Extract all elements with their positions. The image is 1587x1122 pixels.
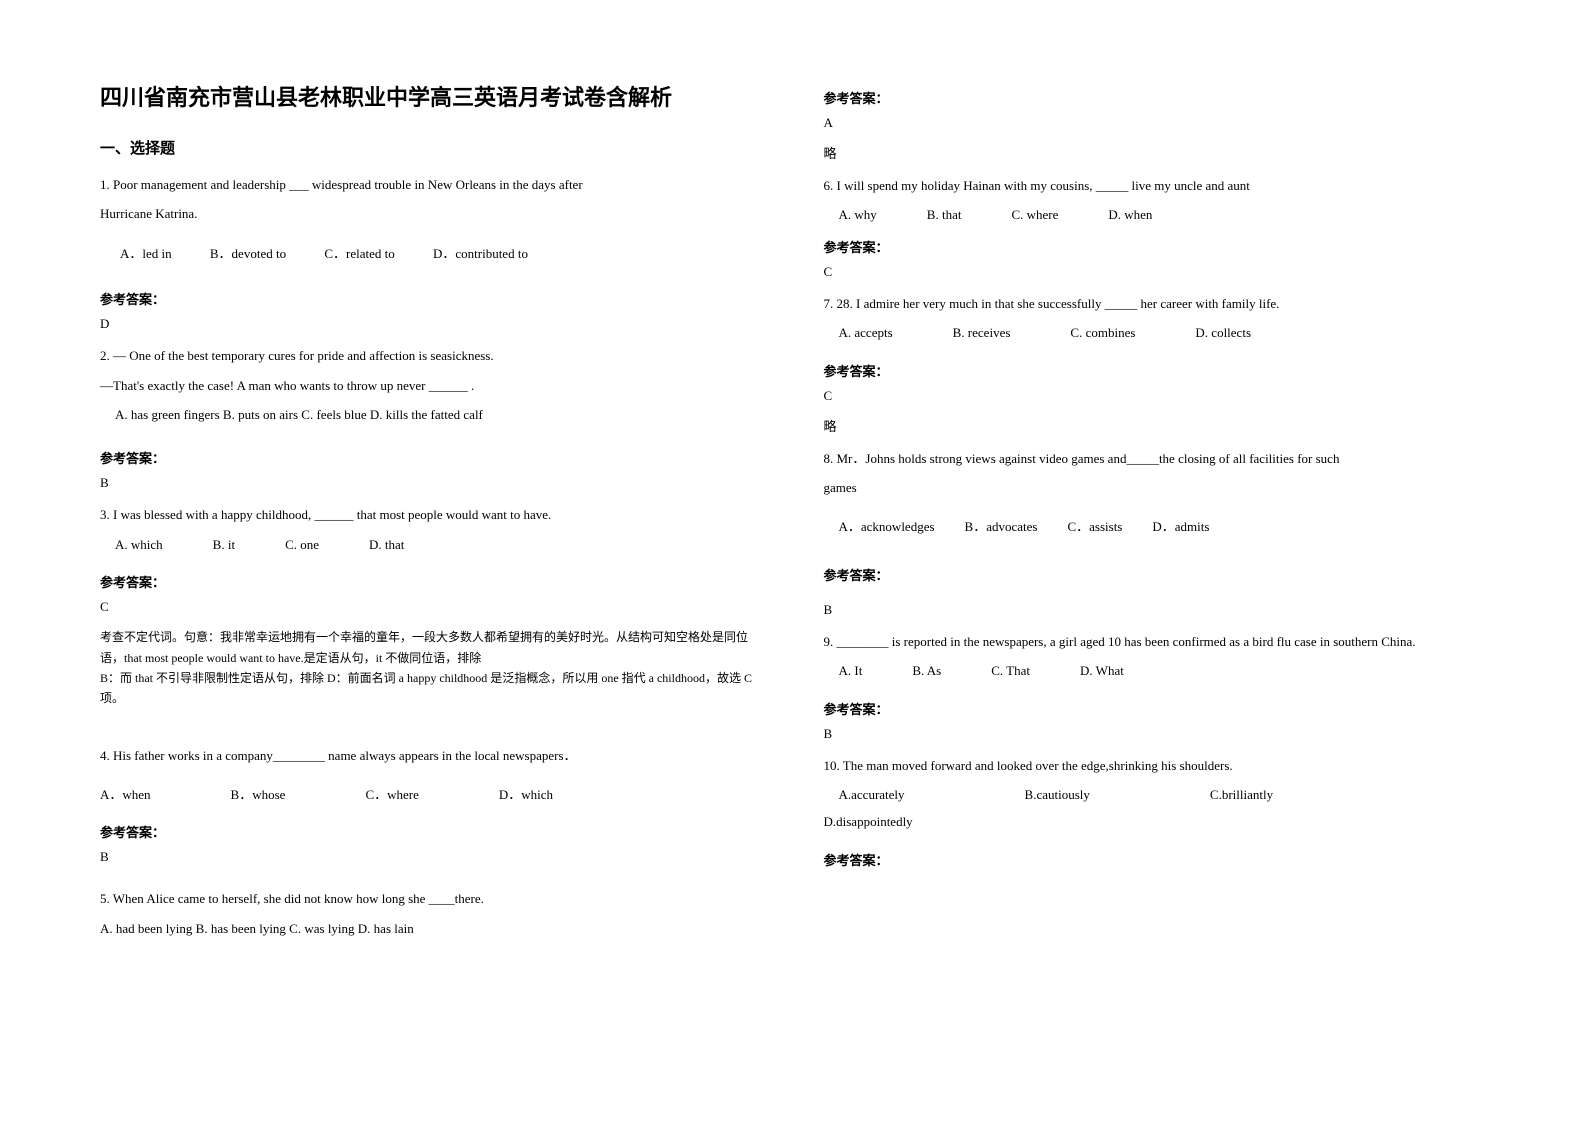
option-c: C．assists: [1067, 515, 1122, 538]
answer: D: [100, 316, 764, 332]
question-text: 10. The man moved forward and looked ove…: [824, 754, 1488, 777]
option-d: D. when: [1108, 203, 1152, 226]
question-1: 1. Poor management and leadership ___ wi…: [100, 173, 764, 273]
option-c: C．related to: [324, 242, 394, 265]
left-column: 四川省南充市营山县老林职业中学高三英语月考试卷含解析 一、选择题 1. Poor…: [100, 80, 764, 1042]
note: 略: [824, 143, 1488, 162]
question-9: 9. ________ is reported in the newspaper…: [824, 630, 1488, 683]
option-d: D．which: [499, 783, 553, 806]
answer-label: 参考答案：: [824, 88, 1488, 107]
option-c: C.brilliantly: [1210, 783, 1273, 806]
explanation-line: B：而 that 不引导非限制性定语从句，排除 D：前面名词 a happy c…: [100, 668, 764, 709]
answer-label: 参考答案：: [824, 850, 1488, 869]
option-c: C. where: [1011, 203, 1058, 226]
document-title: 四川省南充市营山县老林职业中学高三英语月考试卷含解析: [100, 80, 764, 112]
answer: A: [824, 115, 1488, 131]
option-d: D. What: [1080, 659, 1124, 682]
question-10: 10. The man moved forward and looked ove…: [824, 754, 1488, 834]
option-d: D. that: [369, 533, 404, 556]
question-options: A．acknowledges B．advocates C．assists D．a…: [839, 515, 1488, 538]
answer-label: 参考答案：: [824, 699, 1488, 718]
question-text: 9. ________ is reported in the newspaper…: [824, 630, 1488, 653]
answer: C: [824, 264, 1488, 280]
question-options: A．when B．whose C．where D．which: [100, 783, 764, 806]
option-b: B.cautiously: [1025, 783, 1090, 806]
answer-label: 参考答案：: [824, 565, 1488, 584]
right-column: 参考答案： A 略 6. I will spend my holiday Hai…: [824, 80, 1488, 1042]
option-b: B．advocates: [965, 515, 1038, 538]
question-text: 6. I will spend my holiday Hainan with m…: [824, 174, 1488, 197]
option-d: D. collects: [1195, 321, 1251, 344]
explanation-line: 考查不定代词。句意：我非常幸运地拥有一个幸福的童年，一段大多数人都希望拥有的美好…: [100, 627, 764, 668]
option-d: D．admits: [1152, 515, 1209, 538]
answer: B: [100, 475, 764, 491]
question-options: A.accurately B.cautiously C.brilliantly …: [824, 783, 1488, 834]
explanation: 考查不定代词。句意：我非常幸运地拥有一个幸福的童年，一段大多数人都希望拥有的美好…: [100, 627, 764, 709]
question-6: 6. I will spend my holiday Hainan with m…: [824, 174, 1488, 227]
answer: C: [100, 599, 764, 615]
option-a: A. It: [839, 659, 863, 682]
option-d: D．contributed to: [433, 242, 528, 265]
option-b: B. As: [912, 659, 941, 682]
option-b: B．whose: [231, 783, 286, 806]
option-a: A．led in: [120, 242, 172, 265]
option-a: A．acknowledges: [839, 515, 935, 538]
question-text: 5. When Alice came to herself, she did n…: [100, 887, 764, 910]
option-a: A. accepts: [839, 321, 893, 344]
question-7: 7. 28. I admire her very much in that sh…: [824, 292, 1488, 345]
answer-label: 参考答案：: [100, 289, 764, 308]
option-b: B．devoted to: [210, 242, 286, 265]
option-c: C. one: [285, 533, 319, 556]
question-text: 4. His father works in a company________…: [100, 744, 764, 767]
option-c: C．where: [365, 783, 418, 806]
option-a: A. which: [115, 533, 163, 556]
question-options: A. accepts B. receives C. combines D. co…: [839, 321, 1488, 344]
option-c: C. That: [991, 659, 1030, 682]
option-b: B. it: [213, 533, 235, 556]
option-a: A.accurately: [839, 783, 905, 806]
question-text: 2. — One of the best temporary cures for…: [100, 344, 764, 367]
question-text: Hurricane Katrina.: [100, 202, 764, 225]
question-options: A. had been lying B. has been lying C. w…: [100, 917, 764, 940]
question-text: 3. I was blessed with a happy childhood,…: [100, 503, 764, 526]
section-header: 一、选择题: [100, 137, 764, 158]
question-options: A. which B. it C. one D. that: [115, 533, 764, 556]
answer: B: [824, 726, 1488, 742]
question-3: 3. I was blessed with a happy childhood,…: [100, 503, 764, 556]
option-a: A. why: [839, 203, 877, 226]
answer-label: 参考答案：: [100, 572, 764, 591]
answer-label: 参考答案：: [824, 237, 1488, 256]
option-c: C. combines: [1070, 321, 1135, 344]
question-4: 4. His father works in a company________…: [100, 744, 764, 807]
option-d: D.disappointedly: [824, 810, 1488, 833]
question-text: 1. Poor management and leadership ___ wi…: [100, 173, 764, 196]
answer-label: 参考答案：: [100, 448, 764, 467]
option-b: B. receives: [953, 321, 1011, 344]
question-text: games: [824, 476, 1488, 499]
answer-label: 参考答案：: [100, 822, 764, 841]
question-options: A. why B. that C. where D. when: [839, 203, 1488, 226]
option-a: A．when: [100, 783, 151, 806]
answer: B: [824, 602, 1488, 618]
answer-label: 参考答案：: [824, 361, 1488, 380]
question-options: A．led in B．devoted to C．related to D．con…: [120, 242, 764, 265]
question-8: 8. Mr．Johns holds strong views against v…: [824, 447, 1488, 539]
question-text: —That's exactly the case! A man who want…: [100, 374, 764, 397]
option-b: B. that: [927, 203, 962, 226]
question-text: 7. 28. I admire her very much in that sh…: [824, 292, 1488, 315]
question-text: 8. Mr．Johns holds strong views against v…: [824, 447, 1488, 470]
question-options: A. It B. As C. That D. What: [839, 659, 1488, 682]
answer: C: [824, 388, 1488, 404]
question-5: 5. When Alice came to herself, she did n…: [100, 887, 764, 946]
answer: B: [100, 849, 764, 865]
question-2: 2. — One of the best temporary cures for…: [100, 344, 764, 432]
question-options: A. has green fingers B. puts on airs C. …: [115, 403, 764, 426]
note: 略: [824, 416, 1488, 435]
